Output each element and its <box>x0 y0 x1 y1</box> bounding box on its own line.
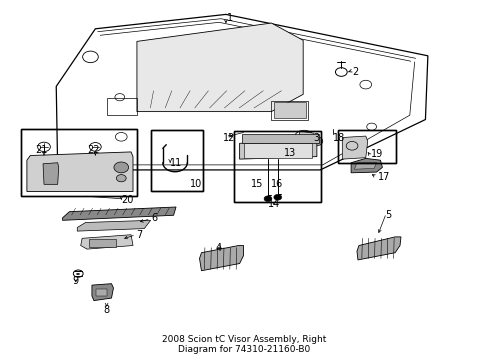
Polygon shape <box>356 237 400 260</box>
Circle shape <box>116 175 126 182</box>
Circle shape <box>114 162 128 173</box>
Polygon shape <box>354 163 376 169</box>
Circle shape <box>309 136 322 146</box>
Bar <box>233 131 320 202</box>
Polygon shape <box>137 23 303 112</box>
Text: 12: 12 <box>222 132 234 143</box>
Text: 10: 10 <box>189 179 202 189</box>
Circle shape <box>288 146 302 156</box>
Bar <box>89 239 116 247</box>
Text: 5: 5 <box>385 210 391 220</box>
Text: 20: 20 <box>121 195 133 205</box>
Circle shape <box>264 196 271 202</box>
Bar <box>242 134 319 143</box>
Circle shape <box>273 194 281 200</box>
Text: 19: 19 <box>370 149 382 159</box>
Text: 16: 16 <box>271 179 283 189</box>
Text: 14: 14 <box>267 199 280 210</box>
Bar <box>106 98 137 115</box>
Text: 13: 13 <box>283 148 295 158</box>
Text: 6: 6 <box>151 213 158 223</box>
Bar <box>20 129 137 196</box>
Text: 7: 7 <box>136 230 142 240</box>
Bar <box>233 131 320 202</box>
Text: 18: 18 <box>332 132 344 143</box>
Bar <box>20 129 137 196</box>
Bar <box>150 130 203 191</box>
Bar <box>244 143 311 158</box>
Text: 15: 15 <box>250 179 263 189</box>
Polygon shape <box>92 284 113 301</box>
Text: 2008 Scion tC Visor Assembly, Right: 2008 Scion tC Visor Assembly, Right <box>162 335 326 343</box>
Text: 11: 11 <box>170 158 182 168</box>
Text: 21: 21 <box>35 145 47 156</box>
Text: 1: 1 <box>227 13 233 23</box>
Polygon shape <box>350 158 382 173</box>
Text: 17: 17 <box>377 172 389 182</box>
Text: 8: 8 <box>103 305 109 315</box>
Polygon shape <box>239 141 316 159</box>
Bar <box>338 130 395 163</box>
Bar <box>273 102 305 118</box>
Polygon shape <box>62 207 176 220</box>
Polygon shape <box>27 152 133 192</box>
Polygon shape <box>43 163 59 184</box>
Polygon shape <box>342 136 367 159</box>
Text: 2: 2 <box>351 67 358 77</box>
Bar <box>338 130 395 163</box>
Bar <box>271 101 307 120</box>
Text: 3: 3 <box>312 132 319 143</box>
Polygon shape <box>77 220 150 231</box>
Polygon shape <box>299 131 314 139</box>
Polygon shape <box>81 235 133 249</box>
Polygon shape <box>56 14 427 170</box>
Text: 22: 22 <box>87 145 100 156</box>
Text: Diagram for 74310-21160-B0: Diagram for 74310-21160-B0 <box>178 346 310 354</box>
Text: 9: 9 <box>72 276 79 286</box>
Text: 4: 4 <box>215 243 221 253</box>
Bar <box>150 130 203 191</box>
Bar <box>96 289 106 296</box>
Polygon shape <box>199 246 243 271</box>
